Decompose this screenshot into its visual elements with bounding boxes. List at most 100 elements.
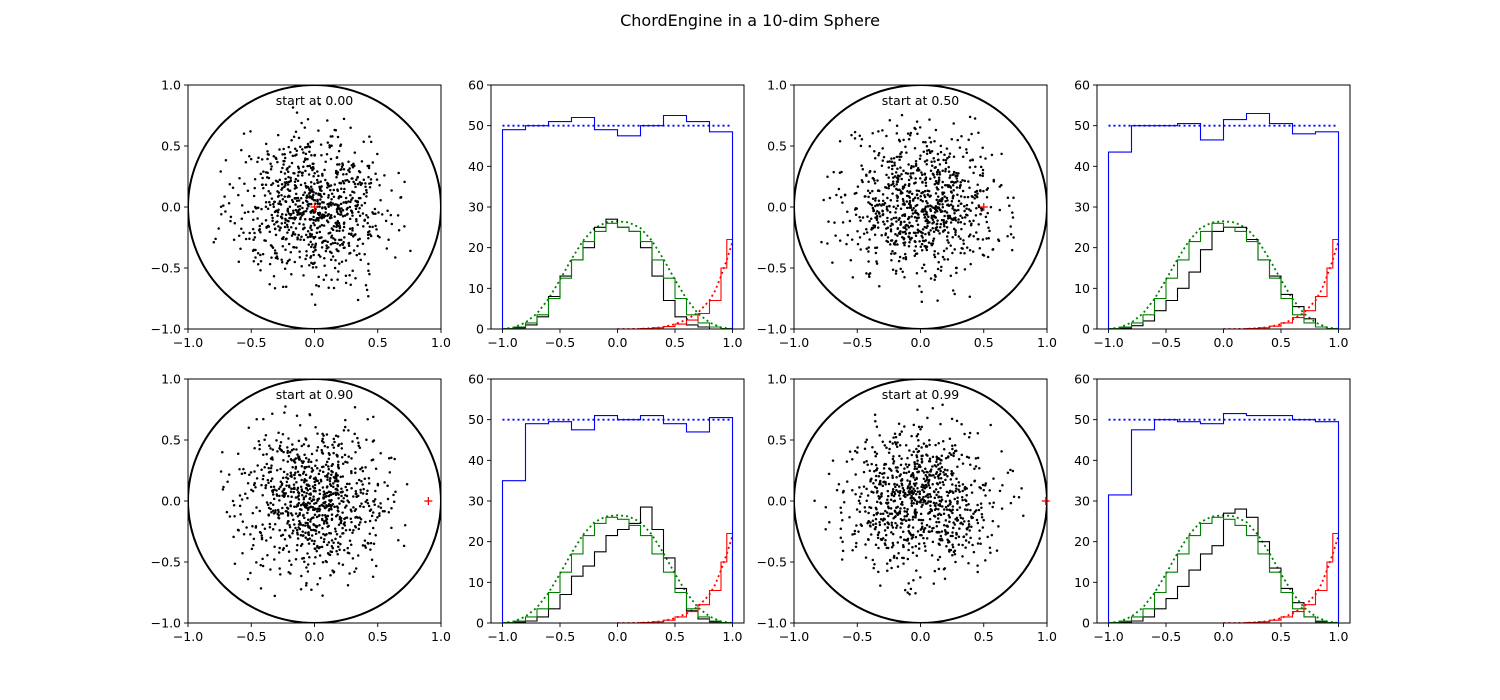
- scatter-point: [323, 514, 327, 517]
- scatter-point: [956, 193, 959, 196]
- scatter-point: [906, 217, 910, 221]
- scatter-point: [961, 178, 964, 182]
- scatter-point: [858, 236, 862, 239]
- scatter-point: [350, 232, 353, 235]
- scatter-point: [952, 454, 955, 458]
- axes-frame: [793, 378, 1048, 624]
- scatter-point: [281, 212, 284, 216]
- scatter-point: [279, 215, 283, 219]
- scatter-point: [315, 479, 318, 483]
- scatter-point: [295, 448, 298, 451]
- scatter-point: [304, 531, 307, 535]
- scatter-point: [868, 238, 871, 241]
- scatter-point: [327, 451, 331, 455]
- scatter-point: [896, 167, 899, 170]
- scatter-point: [888, 243, 892, 246]
- scatter-point: [280, 482, 284, 485]
- y-tick-label: 0.5: [161, 433, 181, 448]
- scatter-point: [886, 209, 889, 212]
- x-tick-label: 0.0: [608, 335, 628, 350]
- scatter-point: [301, 148, 304, 151]
- scatter-point: [870, 226, 874, 230]
- scatter-point: [952, 452, 956, 455]
- histogram-histogram: [1108, 508, 1339, 623]
- scatter-point: [917, 229, 921, 233]
- scatter-point: [240, 227, 243, 231]
- scatter-point: [303, 481, 306, 484]
- scatter-point: [269, 466, 273, 470]
- scatter-point: [1000, 450, 1003, 453]
- scatter-point: [365, 213, 368, 217]
- scatter-point: [342, 190, 346, 194]
- scatter-point: [942, 508, 946, 511]
- scatter-point: [933, 515, 937, 518]
- scatter-point: [219, 170, 222, 173]
- scatter-point: [258, 227, 262, 231]
- scatter-point: [221, 488, 225, 491]
- scatter-point: [923, 545, 927, 548]
- scatter-point: [886, 505, 890, 508]
- scatter-point: [281, 506, 284, 510]
- scatter-point: [919, 500, 922, 504]
- scatter-point: [913, 211, 917, 214]
- scatter-point: [288, 450, 292, 454]
- scatter-point: [898, 443, 902, 447]
- scatter-point: [347, 551, 351, 555]
- scatter-point: [924, 140, 927, 144]
- scatter-point: [274, 209, 278, 212]
- scatter-point: [322, 540, 326, 544]
- scatter-point: [249, 471, 253, 474]
- scatter-point: [916, 470, 919, 474]
- scatter-point: [921, 488, 924, 492]
- scatter-point: [261, 176, 264, 180]
- scatter-point: [980, 516, 984, 519]
- scatter-point: [928, 136, 931, 139]
- scatter-point: [874, 474, 878, 478]
- scatter-point: [957, 481, 961, 484]
- scatter-point: [224, 158, 228, 162]
- scatter-point: [267, 513, 270, 516]
- scatter-point: [915, 554, 919, 558]
- x-tick-label: −0.5: [545, 629, 575, 644]
- scatter-point: [963, 486, 967, 490]
- scatter-point: [249, 571, 252, 575]
- scatter-point: [317, 275, 320, 279]
- scatter-point: [309, 185, 313, 189]
- scatter-point: [330, 544, 334, 548]
- scatter-point: [313, 547, 317, 550]
- scatter-point: [260, 468, 263, 472]
- scatter-point: [890, 160, 894, 164]
- scatter-point: [907, 542, 911, 545]
- scatter-point: [876, 490, 879, 493]
- scatter-point: [895, 489, 898, 492]
- scatter-point: [941, 203, 944, 206]
- scatter-point: [939, 459, 943, 462]
- scatter-point: [268, 283, 271, 286]
- scatter-point: [875, 425, 879, 428]
- scatter-point: [366, 216, 370, 219]
- scatter-point: [915, 435, 919, 438]
- scatter-point: [316, 446, 320, 449]
- scatter-point: [955, 516, 959, 520]
- scatter-point: [838, 140, 842, 143]
- scatter-point: [963, 520, 966, 523]
- scatter-point: [951, 184, 955, 187]
- scatter-point: [333, 238, 337, 241]
- scatter-point: [325, 504, 328, 507]
- scatter-point: [869, 525, 872, 528]
- scatter-point: [954, 489, 957, 493]
- scatter-point: [306, 488, 310, 492]
- scatter-point: [317, 181, 320, 184]
- scatter-point: [277, 516, 281, 520]
- scatter-point: [953, 497, 956, 501]
- scatter-point: [267, 190, 270, 193]
- scatter-point: [944, 505, 948, 509]
- scatter-point: [948, 508, 951, 511]
- scatter-point: [367, 166, 371, 170]
- scatter-point: [272, 205, 276, 209]
- scatter-point: [885, 205, 889, 209]
- scatter-point: [939, 150, 943, 154]
- scatter-point: [894, 216, 898, 219]
- scatter-point: [894, 521, 897, 525]
- scatter-point: [307, 542, 311, 545]
